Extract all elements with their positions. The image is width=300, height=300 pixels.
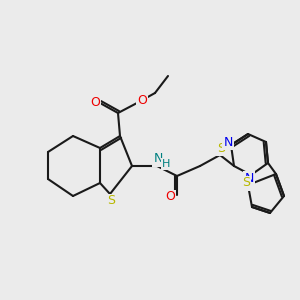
Text: S: S xyxy=(217,142,225,154)
Text: S: S xyxy=(107,194,115,208)
Text: N: N xyxy=(244,172,254,184)
Text: O: O xyxy=(137,94,147,107)
Text: O: O xyxy=(165,190,175,203)
Text: N: N xyxy=(223,136,233,148)
Text: N: N xyxy=(153,152,163,166)
Text: H: H xyxy=(162,159,170,169)
Text: S: S xyxy=(242,176,250,190)
Text: O: O xyxy=(90,97,100,110)
